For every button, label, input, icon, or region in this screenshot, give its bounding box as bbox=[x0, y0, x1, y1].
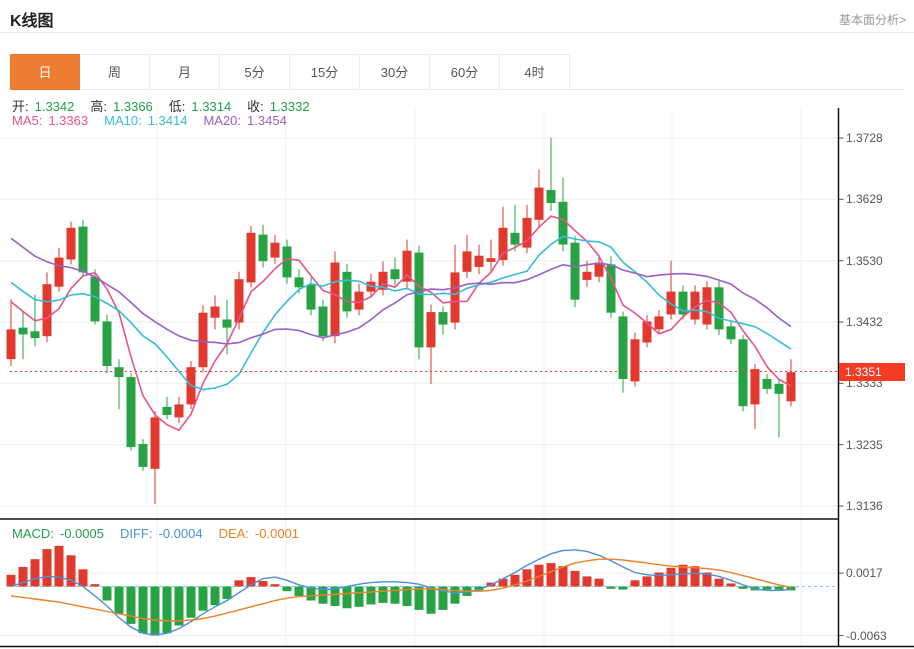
axis-tick-label: 1.3136 bbox=[846, 498, 883, 513]
axis-tick-label: -0.0063 bbox=[846, 628, 887, 643]
period-tabbar: 日周月 5分 15分 30分 60分 4时 bbox=[10, 54, 904, 90]
tab-月[interactable]: 月 bbox=[150, 54, 220, 90]
legend-label: 低: bbox=[168, 99, 186, 114]
legend-label: 开: bbox=[12, 99, 29, 114]
legend-label: 收: bbox=[247, 99, 264, 114]
axis-tick-label: 1.3530 bbox=[846, 253, 883, 268]
tab-日[interactable]: 日 bbox=[10, 54, 80, 90]
page-header: K线图 基本面分析> bbox=[0, 0, 914, 33]
legend-value: -0.0001 bbox=[254, 526, 300, 541]
legend-label: 高: bbox=[90, 99, 108, 114]
axis-tick-label: 1.3235 bbox=[846, 437, 883, 452]
fundamental-analysis-link[interactable]: 基本面分析> bbox=[838, 13, 906, 27]
legend-label: DEA: bbox=[218, 526, 249, 541]
legend-label: MA5: bbox=[12, 113, 43, 128]
tab-4时[interactable]: 4时 bbox=[500, 54, 570, 90]
current-price-badge: 1.3351 bbox=[839, 362, 905, 381]
macd-legend: MACD: -0.0005 DIFF: -0.0004 DEA: -0.0001 bbox=[12, 526, 315, 541]
page-title: K线图 bbox=[10, 13, 54, 30]
legend-value: 1.3332 bbox=[269, 99, 310, 114]
axis-tick-label: 1.3432 bbox=[846, 314, 883, 329]
legend-value: 1.3366 bbox=[113, 99, 153, 114]
axis-tick-label: 1.3728 bbox=[846, 131, 883, 145]
legend-value: 1.3342 bbox=[34, 99, 75, 114]
legend-value: 1.3314 bbox=[191, 99, 232, 114]
legend-value: 1.3414 bbox=[147, 113, 188, 128]
ohlc-legend: 开: 1.3342 高: 1.3366 低: 1.3314 收: 1.3332 bbox=[12, 96, 326, 115]
ma-legend: MA5: 1.3363 MA10: 1.3414 MA20: 1.3454 bbox=[12, 113, 303, 128]
legend-label: MA20: bbox=[203, 113, 242, 128]
legend-value: 1.3454 bbox=[247, 113, 287, 128]
tab-30分[interactable]: 30分 bbox=[360, 54, 430, 90]
legend-value: 1.3363 bbox=[48, 113, 89, 128]
tab-周[interactable]: 周 bbox=[80, 54, 150, 90]
axis-tick-label: 1.3629 bbox=[846, 192, 883, 207]
legend-value: -0.0005 bbox=[59, 526, 104, 541]
legend-label: DIFF: bbox=[119, 526, 153, 541]
legend-label: MA10: bbox=[104, 113, 142, 128]
tab-60分[interactable]: 60分 bbox=[430, 54, 500, 90]
tab-5分[interactable]: 5分 bbox=[220, 54, 290, 90]
legend-label: MACD: bbox=[12, 526, 54, 541]
tab-15分[interactable]: 15分 bbox=[290, 54, 360, 90]
axis-tick-label: 0.0017 bbox=[846, 566, 883, 581]
legend-value: -0.0004 bbox=[158, 526, 203, 541]
